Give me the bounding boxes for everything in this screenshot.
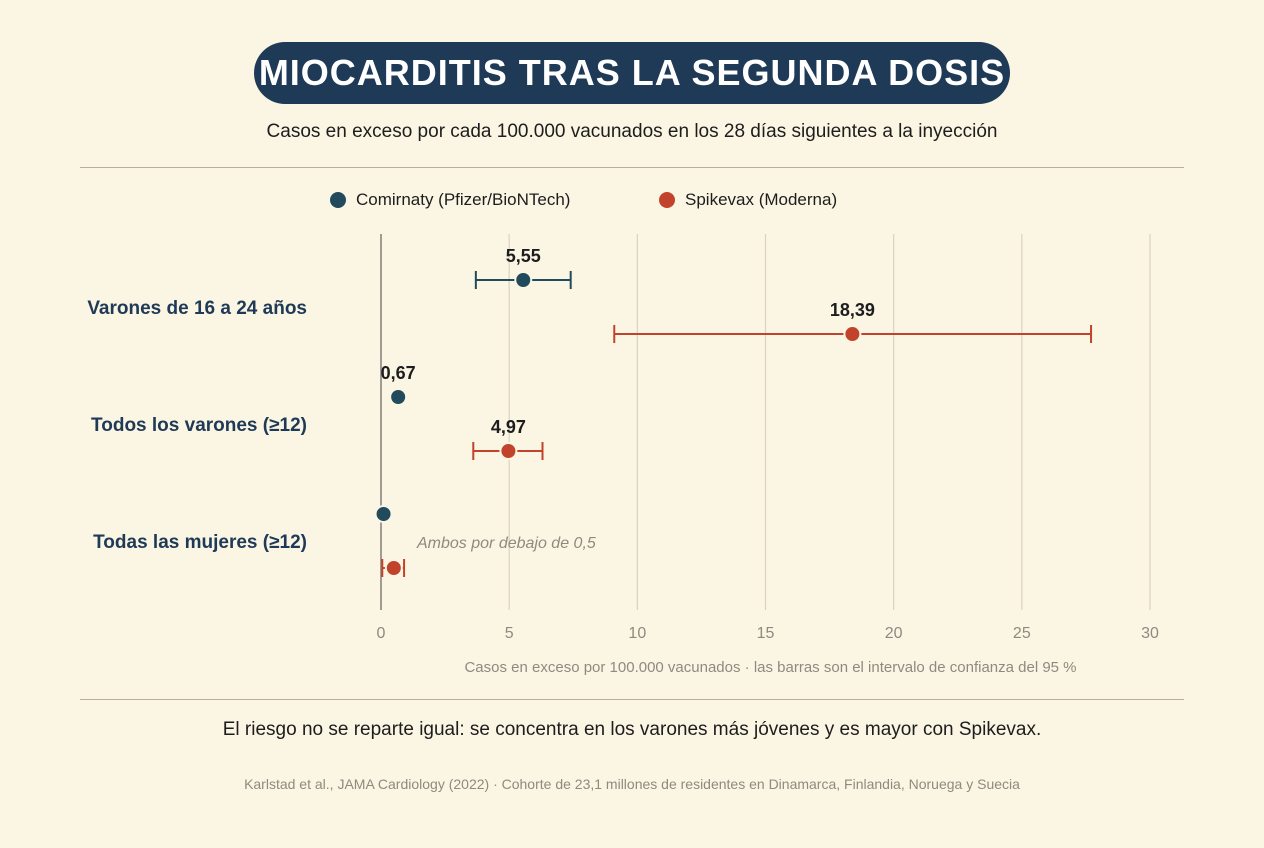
- x-tick-label: 10: [628, 625, 646, 642]
- data-point: [499, 442, 518, 460]
- data-label: 0,67: [381, 363, 416, 383]
- data-point: [389, 388, 408, 406]
- x-axis-label: Casos en exceso por 100.000 vacunados · …: [464, 659, 1076, 676]
- top-divider: [80, 167, 1184, 168]
- data-point: [374, 505, 393, 523]
- category-label: Todas las mujeres (≥12): [93, 532, 307, 553]
- annotation-text: Ambos por debajo de 0,5: [416, 535, 596, 552]
- data-label: 18,39: [830, 300, 875, 320]
- chart-title: MIOCARDITIS TRAS LA SEGUNDA DOSIS: [258, 52, 1006, 93]
- data-label: 5,55: [506, 246, 541, 266]
- forest-plot: 0 5 10 15 20 25 30 Casos en exceso por 100.000 …: [87, 234, 1159, 676]
- legend-dot-spikevax: [659, 192, 675, 208]
- category-label: Varones de 16 a 24 años: [87, 298, 307, 319]
- data-point: [384, 559, 403, 577]
- x-tick-label: 15: [757, 625, 775, 642]
- legend-item-spikevax: Spikevax (Moderna): [659, 190, 837, 210]
- legend-item-comirnaty: Comirnaty (Pfizer/BioNTech): [330, 190, 570, 210]
- category-label: Todos los varones (≥12): [91, 415, 307, 436]
- x-tick-label: 20: [885, 625, 903, 642]
- title-banner: MIOCARDITIS TRAS LA SEGUNDA DOSIS: [254, 42, 1010, 104]
- legend-label-comirnaty: Comirnaty (Pfizer/BioNTech): [356, 190, 571, 209]
- x-tick-label: 0: [377, 625, 386, 642]
- x-tick-label: 30: [1141, 625, 1159, 642]
- legend-dot-comirnaty: [330, 192, 346, 208]
- x-tick-label: 5: [505, 625, 514, 642]
- source-citation: Karlstad et al., JAMA Cardiology (2022) …: [244, 776, 1020, 792]
- data-point: [843, 325, 862, 343]
- takeaway-text: El riesgo no se reparte igual: se concen…: [222, 719, 1042, 740]
- bottom-divider: [80, 699, 1184, 700]
- x-tick-label: 25: [1013, 625, 1031, 642]
- data-label: 4,97: [491, 417, 526, 437]
- legend: Comirnaty (Pfizer/BioNTech) Spikevax (Mo…: [0, 190, 1264, 212]
- data-point: [514, 271, 533, 289]
- chart-subtitle: Casos en exceso por cada 100.000 vacunad…: [266, 121, 998, 142]
- legend-label-spikevax: Spikevax (Moderna): [685, 190, 838, 209]
